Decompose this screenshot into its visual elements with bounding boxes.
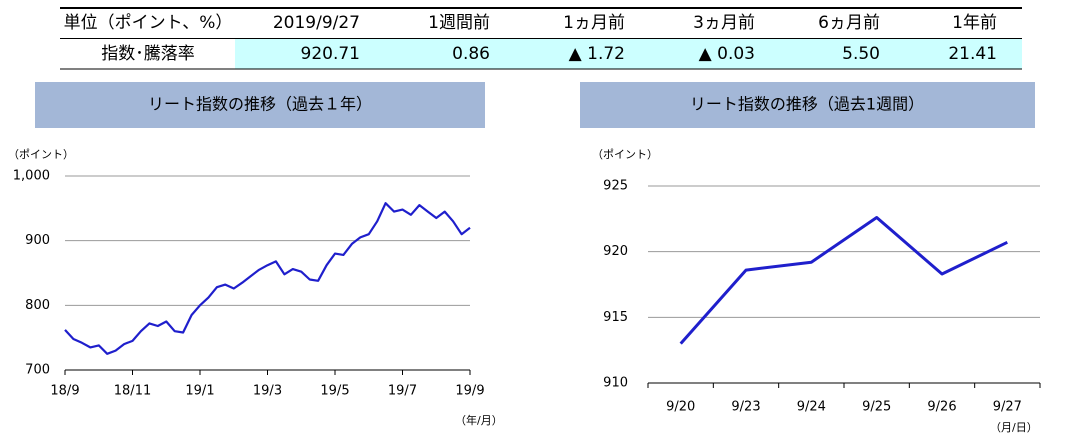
y-tick-label: 900 <box>25 233 50 248</box>
table-cell: 5.50 <box>842 44 880 64</box>
y-tick-label: 925 <box>603 179 628 194</box>
y-unit: （ポイント） <box>8 148 74 161</box>
x-tick-label: 18/11 <box>114 384 151 399</box>
y-tick-label: 700 <box>25 363 50 378</box>
x-tick-label: 19/1 <box>185 384 214 399</box>
table-cell: 1週間前 <box>428 13 490 33</box>
x-tick-label: 9/26 <box>927 400 956 415</box>
x-tick-label: 19/5 <box>320 384 349 399</box>
table-cell: 0.86 <box>452 44 490 64</box>
table-cell: 21.41 <box>948 44 997 64</box>
x-tick-label: 9/23 <box>731 400 760 415</box>
table-cell: ▲ 1.72 <box>569 44 625 64</box>
y-tick-label: 910 <box>603 376 628 391</box>
y-tick-label: 915 <box>603 310 628 325</box>
y-tick-label: 800 <box>25 298 50 313</box>
table-cell: 920.71 <box>301 44 360 64</box>
series-line <box>64 202 471 355</box>
chart-title-box <box>580 82 1035 128</box>
chart-title: リート指数の推移（過去1週間） <box>690 95 924 114</box>
table-cell: 3ヵ月前 <box>693 13 755 33</box>
x-tick-label: 9/27 <box>993 400 1022 415</box>
x-tick-label: 19/9 <box>455 384 484 399</box>
series-line <box>679 216 1008 345</box>
table-cell: 6ヵ月前 <box>818 13 880 33</box>
chart-title: リート指数の推移（過去１年） <box>148 95 372 114</box>
x-tick-label: 9/25 <box>862 400 891 415</box>
table-cell: 指数･騰落率 <box>101 44 195 64</box>
x-tick-label: 9/24 <box>797 400 826 415</box>
table-cell: 1年前 <box>952 13 997 33</box>
x-tick-label: 19/7 <box>388 384 417 399</box>
chart-title-box <box>35 82 485 128</box>
y-tick-label: 1,000 <box>13 169 50 184</box>
table-cell: 単位（ポイント、%） <box>64 13 233 33</box>
table-cell: 1ヵ月前 <box>563 13 625 33</box>
y-tick-label: 920 <box>603 244 628 259</box>
x-unit: （月/日） <box>990 421 1038 434</box>
x-tick-label: 9/20 <box>666 400 695 415</box>
x-tick-label: 19/3 <box>253 384 282 399</box>
x-tick-label: 18/9 <box>50 384 79 399</box>
table-cell: ▲ 0.03 <box>699 44 755 64</box>
x-unit: （年/月） <box>455 413 503 427</box>
table-cell: 2019/9/27 <box>273 13 360 33</box>
y-unit: （ポイント） <box>592 148 658 161</box>
table-highlight <box>235 39 1022 69</box>
